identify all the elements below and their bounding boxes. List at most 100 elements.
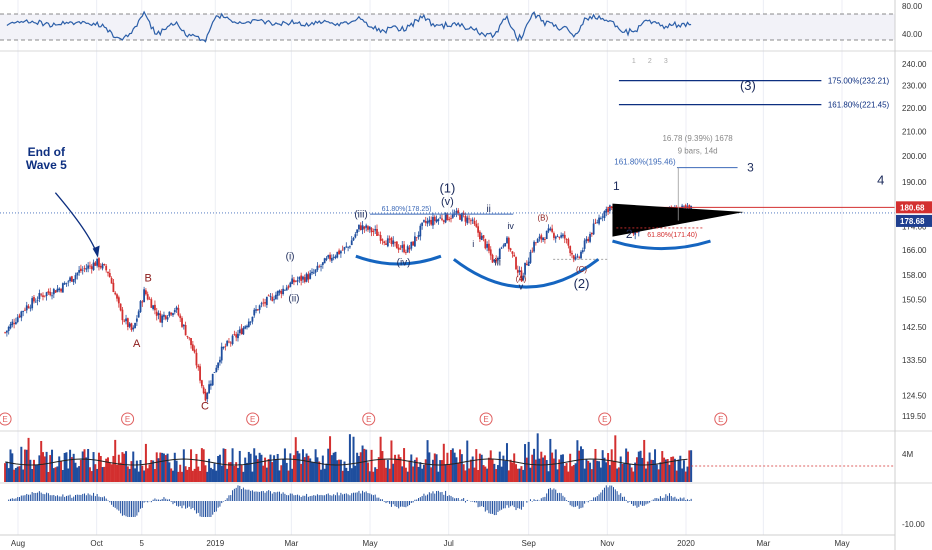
candle-body xyxy=(42,295,44,297)
volume-bar xyxy=(69,449,72,482)
earnings-marker-label: E xyxy=(483,415,488,424)
volume-bar xyxy=(222,448,225,482)
volume-bar xyxy=(74,462,77,482)
candle-body xyxy=(282,288,285,295)
volume-bar xyxy=(67,468,70,482)
candle-body xyxy=(135,318,138,322)
candle-body xyxy=(363,226,366,229)
wave-label: (A) xyxy=(516,274,527,283)
candle-body xyxy=(513,254,516,257)
volume-bar xyxy=(40,440,43,482)
earnings-marker[interactable] xyxy=(362,412,376,426)
candle-body xyxy=(193,349,196,353)
candle-body xyxy=(336,251,339,258)
candle-body xyxy=(634,231,637,235)
target-level-label: 175.00%(232.21) xyxy=(828,77,890,86)
earnings-marker[interactable] xyxy=(714,412,728,426)
candle-body xyxy=(489,249,492,256)
volume-bar xyxy=(361,445,364,482)
candle-body xyxy=(246,325,248,328)
candle-body xyxy=(403,244,405,253)
volume-bar xyxy=(567,471,570,482)
candle-body xyxy=(540,235,543,240)
volume-bar xyxy=(338,459,341,482)
volume-bar xyxy=(325,463,328,482)
volume-bar xyxy=(448,464,451,482)
volume-bar xyxy=(643,439,646,482)
candle-body xyxy=(190,338,192,346)
volume-bar xyxy=(415,457,418,482)
volume-bar xyxy=(97,452,100,482)
candle-body xyxy=(229,342,232,344)
time-tick-label: May xyxy=(834,539,849,548)
volume-bar xyxy=(536,433,539,482)
candle-body xyxy=(155,311,158,316)
volume-bar xyxy=(7,468,10,482)
candle-body xyxy=(51,295,53,297)
volume-bar xyxy=(298,453,301,482)
candle-body xyxy=(87,265,90,269)
volume-bar xyxy=(592,459,595,482)
volume-bar xyxy=(561,454,564,482)
volume-bar xyxy=(206,471,209,482)
candle-body xyxy=(291,278,294,284)
volume-bar xyxy=(320,469,323,482)
volume-bar xyxy=(197,466,200,482)
volume-bar xyxy=(159,452,162,482)
wave-label: v xyxy=(519,282,524,292)
volume-bar xyxy=(431,459,434,482)
candle-body xyxy=(589,234,591,242)
candle-body xyxy=(49,291,52,296)
candle-body xyxy=(305,273,308,282)
candle-body xyxy=(334,256,337,259)
volume-bar xyxy=(330,455,333,482)
candle-body xyxy=(442,220,445,222)
volume-bar xyxy=(348,434,351,482)
earnings-marker[interactable] xyxy=(0,412,12,426)
candle-body xyxy=(170,312,173,315)
volume-bar xyxy=(412,466,415,482)
volume-bar xyxy=(578,450,581,482)
volume-pane: 4M xyxy=(4,433,913,482)
volume-bar xyxy=(377,457,380,482)
volume-bar xyxy=(388,468,391,482)
last-price-tag xyxy=(896,201,932,214)
candle-body xyxy=(430,220,433,225)
candle-body xyxy=(11,321,14,326)
candle-body xyxy=(235,334,238,338)
volume-bar xyxy=(161,452,164,482)
earnings-marker[interactable] xyxy=(246,412,260,426)
candle-body xyxy=(76,272,79,276)
volume-bar xyxy=(52,468,55,482)
candle-body xyxy=(94,262,97,266)
wave-labels: ABC(i)(ii)(iii)(iv)(v)(1)iiiiiiivv(A)(B)… xyxy=(133,78,884,413)
candle-body xyxy=(16,317,19,322)
volume-bar xyxy=(38,455,41,482)
fib-retracement-label: 61.80%(171.40) xyxy=(647,232,697,239)
volume-bar xyxy=(58,456,61,482)
volume-bar xyxy=(569,453,572,482)
volume-bar xyxy=(375,469,378,482)
candle-body xyxy=(128,323,131,327)
earnings-marker[interactable] xyxy=(121,412,135,426)
candle-body xyxy=(312,272,315,274)
candle-body xyxy=(392,240,395,245)
volume-bar xyxy=(242,471,245,482)
candle-body xyxy=(423,220,425,222)
candle-body xyxy=(307,274,310,280)
earnings-marker[interactable] xyxy=(479,412,493,426)
volume-bar xyxy=(489,450,492,482)
earnings-marker[interactable] xyxy=(598,412,612,426)
volume-bar xyxy=(269,454,272,482)
volume-bar xyxy=(173,452,176,482)
candle-body xyxy=(359,225,362,231)
volume-bar xyxy=(619,456,622,482)
volume-bar xyxy=(370,449,373,482)
candle-body xyxy=(318,266,321,268)
candle-body xyxy=(215,367,218,372)
price-tick-label: 124.50 xyxy=(902,391,927,400)
candle-body xyxy=(446,213,449,221)
volume-bar xyxy=(417,466,420,482)
